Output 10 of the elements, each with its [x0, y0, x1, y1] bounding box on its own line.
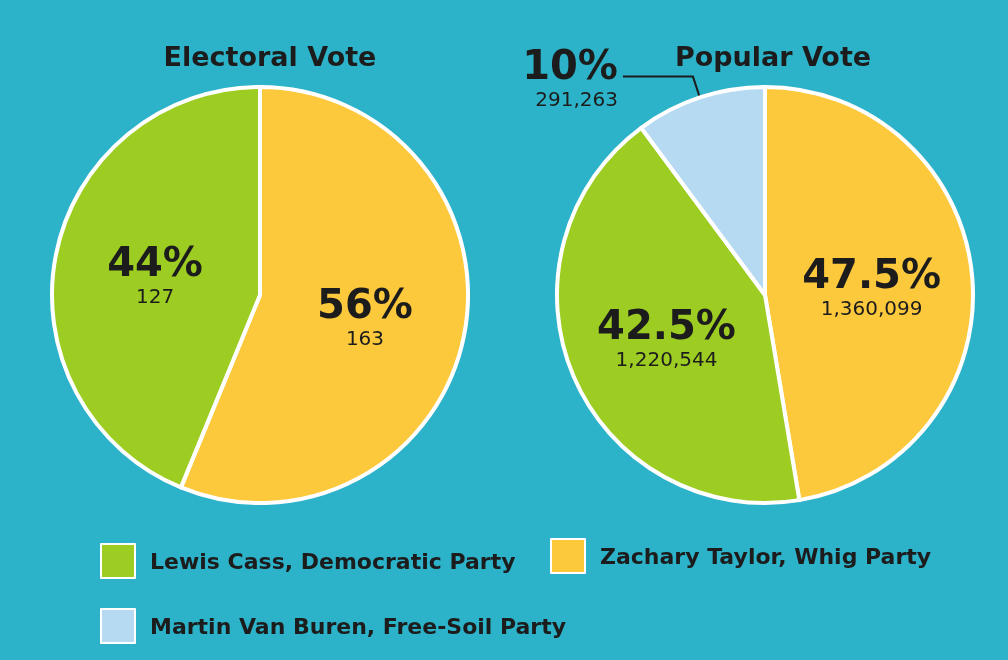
data-label: 10% 291,263 [522, 41, 618, 111]
legend-label: Zachary Taylor, Whig Party [600, 543, 932, 569]
slice-label: Popular Vote [674, 41, 872, 72]
slice-label: Electoral Vote [163, 41, 377, 72]
data-label: 44% 127 [107, 239, 203, 309]
data-label: 56% 163 [317, 280, 413, 350]
legend-label: Martin Van Buren, Free-Soil Party [150, 613, 567, 639]
data-label: 47.5% 1,360,099 [802, 251, 942, 321]
legend-label: Lewis Cass, Democratic Party [150, 548, 516, 574]
data-label: 42.5% 1,220,544 [597, 301, 736, 371]
